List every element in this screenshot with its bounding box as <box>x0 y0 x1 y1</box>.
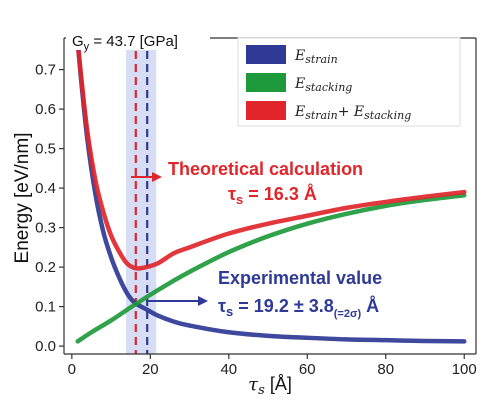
series-line-strain <box>75 39 467 344</box>
x-tick-label: 60 <box>299 361 316 378</box>
svg-text:Theoretical calculation: Theoretical calculation <box>168 159 363 179</box>
svg-text:Energy [eV/nm]: Energy [eV/nm] <box>12 133 33 264</box>
theoretical-arrow-head <box>152 172 162 182</box>
x-tick-label: 100 <box>452 361 477 378</box>
experimental-annotation: Experimental value τs = 19.2 ± 3.8(=2σ) … <box>146 268 382 320</box>
y-tick-label: 0.7 <box>35 62 56 79</box>
y-axis-title: Energy [eV/nm] <box>12 133 33 264</box>
y-tick-label: 0.1 <box>35 299 56 316</box>
svg-text:τs = 16.3 Å: τs = 16.3 Å <box>228 184 317 207</box>
y-tick-label: 0.3 <box>35 220 56 237</box>
theoretical-annotation: Theoretical calculation τs = 16.3 Å <box>131 159 363 207</box>
series-line-stacking <box>75 192 467 344</box>
y-tick-label: 0.5 <box>35 141 56 158</box>
experimental-arrow-head <box>198 296 208 306</box>
svg-text:Estrain+ Estacking: Estrain+ Estacking <box>294 104 411 122</box>
y-tick-label: 0.6 <box>35 101 56 118</box>
legend-item-stacking: Estacking <box>246 73 352 94</box>
x-axis-title: τs [Å] <box>248 374 292 398</box>
svg-text:Estrain: Estrain <box>294 48 338 66</box>
x-tick-label: 40 <box>220 361 237 378</box>
y-tick-label: 0.4 <box>35 180 56 197</box>
x-tick-label: 0 <box>68 361 76 378</box>
y-tick-label: 0.2 <box>35 259 56 276</box>
svg-text:Gy = 43.7 [GPa]: Gy = 43.7 [GPa] <box>72 33 178 53</box>
legend-item-strain: Estrain <box>246 45 338 66</box>
legend-item-sum: Estrain+ Estacking <box>246 101 411 122</box>
y-tick-label: 0.0 <box>35 338 56 355</box>
x-tick-label: 20 <box>142 361 159 378</box>
svg-text:τs = 19.2 ± 3.8(=2σ) Å: τs = 19.2 ± 3.8(=2σ) Å <box>218 296 379 320</box>
gy-label: Gy = 43.7 [GPa] <box>66 30 210 53</box>
legend: Estrain Estacking Estrain+ Estacking <box>237 37 461 127</box>
svg-text:Estacking: Estacking <box>294 76 352 94</box>
svg-text:τs [Å]: τs [Å] <box>248 374 292 398</box>
x-tick-label: 80 <box>377 361 394 378</box>
svg-text:Experimental value: Experimental value <box>218 268 382 288</box>
series-line-sum <box>75 39 467 271</box>
